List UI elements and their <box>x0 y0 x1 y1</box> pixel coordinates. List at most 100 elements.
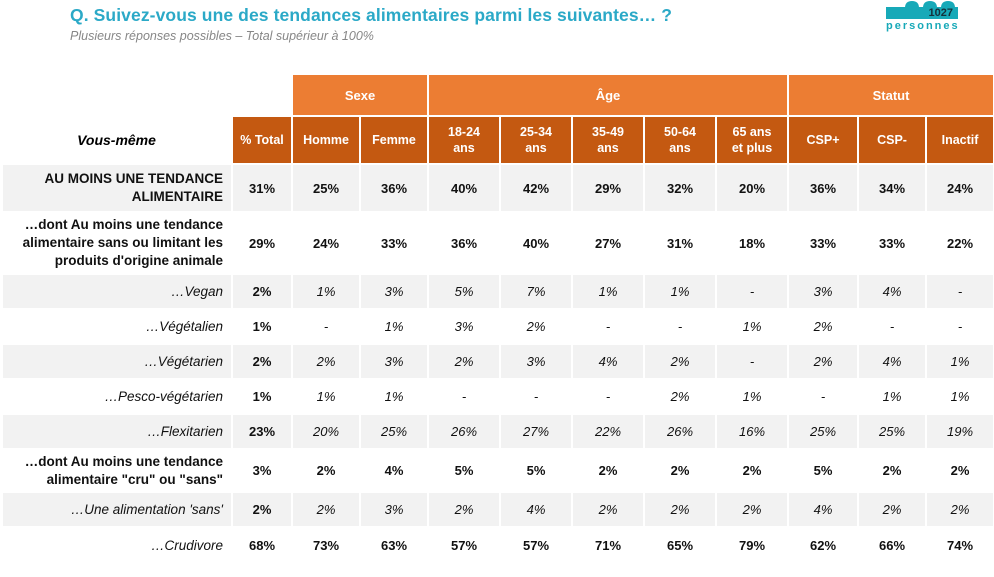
value-cell-csp-plus: 3% <box>787 273 860 310</box>
value-cell-inactif: 2% <box>925 491 994 528</box>
value-cell-homme: 25% <box>291 163 361 213</box>
value-cell-femme: 25% <box>359 413 429 450</box>
value-cell-csp-minus: 2% <box>857 491 928 528</box>
page-subtitle: Plusieurs réponses possibles – Total sup… <box>70 29 374 43</box>
sample-badge: 1027 personnes <box>886 0 958 32</box>
value-cell-35-49: 2% <box>571 491 645 528</box>
value-cell-csp-plus: 5% <box>787 448 860 493</box>
value-cell-csp-plus: - <box>787 378 860 415</box>
column-header-35-49: 35-49 ans <box>571 115 645 165</box>
value-cell-25-34: 57% <box>499 526 573 565</box>
value-cell-inactif: - <box>925 273 994 310</box>
row-label: …Une alimentation 'sans' <box>1 491 233 528</box>
table-row: AU MOINS UNE TENDANCE ALIMENTAIRE 31% 25% 3… <box>1 163 994 213</box>
value-cell-total: 3% <box>231 448 293 493</box>
column-group-header-sexe: Sexe <box>291 73 429 117</box>
value-cell-18-24: 5% <box>427 448 501 493</box>
column-header-50-64: 50-64 ans <box>643 115 717 165</box>
value-cell-50-64: 2% <box>643 448 717 493</box>
row-label: …dont Au moins une tendance alimentaire … <box>1 211 233 275</box>
value-cell-femme: 4% <box>359 448 429 493</box>
value-cell-total: 31% <box>231 163 293 213</box>
value-cell-25-34: 4% <box>499 491 573 528</box>
value-cell-csp-minus: 4% <box>857 343 928 380</box>
value-cell-inactif: 2% <box>925 448 994 493</box>
value-cell-femme: 1% <box>359 378 429 415</box>
results-table: Sexe Âge Statut Vous-même% Total Homme Femme 1… <box>1 73 994 565</box>
value-cell-25-34: 42% <box>499 163 573 213</box>
value-cell-65-plus: 18% <box>714 211 790 275</box>
value-cell-18-24: 2% <box>427 343 501 380</box>
value-cell-50-64: 31% <box>643 211 717 275</box>
row-label: …Végétarien <box>1 343 233 380</box>
table-row: …Crudivore 68% 73% 63% 57% 57% 71% 65% 79% 62% 66%… <box>1 526 994 565</box>
table-row: …Vegan 2% 1% 3% 5% 7% 1% 1% -3% 4% - <box>1 273 994 310</box>
value-cell-total: 68% <box>231 526 293 565</box>
column-header-18-24: 18-24 ans <box>427 115 501 165</box>
column-header-25-34: 25-34 ans <box>499 115 573 165</box>
value-cell-homme: 73% <box>291 526 361 565</box>
value-cell-femme: 63% <box>359 526 429 565</box>
row-label: …dont Au moins une tendance alimentaire … <box>1 448 233 493</box>
row-label: …Flexitarien <box>1 413 233 450</box>
value-cell-35-49: 1% <box>571 273 645 310</box>
column-group-header-statut: Statut <box>787 73 994 117</box>
value-cell-50-64: 2% <box>643 491 717 528</box>
value-cell-inactif: 22% <box>925 211 994 275</box>
value-cell-csp-minus: - <box>857 308 928 345</box>
value-cell-65-plus: 20% <box>714 163 790 213</box>
column-group-header-age: Âge <box>426 73 790 117</box>
column-header-homme: Homme <box>291 115 361 165</box>
value-cell-total: 29% <box>231 211 293 275</box>
row-label: …Pesco-végétarien <box>1 378 233 415</box>
row-label: …Vegan <box>1 273 233 310</box>
value-cell-35-49: 27% <box>571 211 645 275</box>
value-cell-femme: 1% <box>359 308 429 345</box>
column-header-row: Vous-même% Total Homme Femme 18-24 ans 25-34… <box>2 115 994 165</box>
table-row: …Une alimentation 'sans' 2% 2% 3% 2% 4% 2% 2% 2%… <box>1 491 994 528</box>
value-cell-65-plus: 2% <box>714 448 790 493</box>
sample-count: 1027 <box>886 7 958 19</box>
value-cell-total: 1% <box>231 378 293 415</box>
value-cell-18-24: - <box>427 378 501 415</box>
value-cell-csp-plus: 62% <box>787 526 860 565</box>
value-cell-femme: 3% <box>359 491 429 528</box>
header-spacer <box>2 74 292 116</box>
value-cell-homme: 2% <box>291 448 361 493</box>
value-cell-homme: 20% <box>291 413 361 450</box>
column-header-csp-minus: CSP- <box>857 115 928 165</box>
value-cell-65-plus: 2% <box>714 491 790 528</box>
sample-unit: personnes <box>886 20 960 32</box>
value-cell-35-49: 2% <box>571 448 645 493</box>
value-cell-total: 2% <box>231 273 293 310</box>
value-cell-25-34: 40% <box>499 211 573 275</box>
row-label: AU MOINS UNE TENDANCE ALIMENTAIRE <box>1 163 233 213</box>
value-cell-50-64: 2% <box>643 378 717 415</box>
value-cell-25-34: 3% <box>499 343 573 380</box>
column-header-csp-plus: CSP+ <box>787 115 860 165</box>
value-cell-25-34: 7% <box>499 273 573 310</box>
value-cell-femme: 36% <box>359 163 429 213</box>
value-cell-35-49: - <box>571 308 645 345</box>
table-row: …dont Au moins une tendance alimentaire … <box>1 448 994 493</box>
people-icon <box>905 1 955 8</box>
value-cell-65-plus: 79% <box>714 526 790 565</box>
value-cell-csp-minus: 4% <box>857 273 928 310</box>
column-header-inactif: Inactif <box>925 115 994 165</box>
value-cell-65-plus: 1% <box>714 308 790 345</box>
value-cell-inactif: 74% <box>925 526 994 565</box>
value-cell-65-plus: - <box>714 273 790 310</box>
value-cell-csp-minus: 33% <box>857 211 928 275</box>
value-cell-inactif: 24% <box>925 163 994 213</box>
value-cell-18-24: 5% <box>427 273 501 310</box>
value-cell-35-49: 29% <box>571 163 645 213</box>
row-label: …Crudivore <box>1 526 233 565</box>
value-cell-csp-plus: 2% <box>787 308 860 345</box>
value-cell-homme: 1% <box>291 378 361 415</box>
value-cell-65-plus: 1% <box>714 378 790 415</box>
results-table-container: Sexe Âge Statut Vous-même% Total Homme Femme 1… <box>1 73 994 565</box>
table-row: …Pesco-végétarien 1% 1% 1% - - -2% 1% -1% 1% <box>1 378 994 415</box>
value-cell-35-49: 4% <box>571 343 645 380</box>
value-cell-25-34: 2% <box>499 308 573 345</box>
table-header: Sexe Âge Statut Vous-même% Total Homme Femme 1… <box>2 73 994 165</box>
